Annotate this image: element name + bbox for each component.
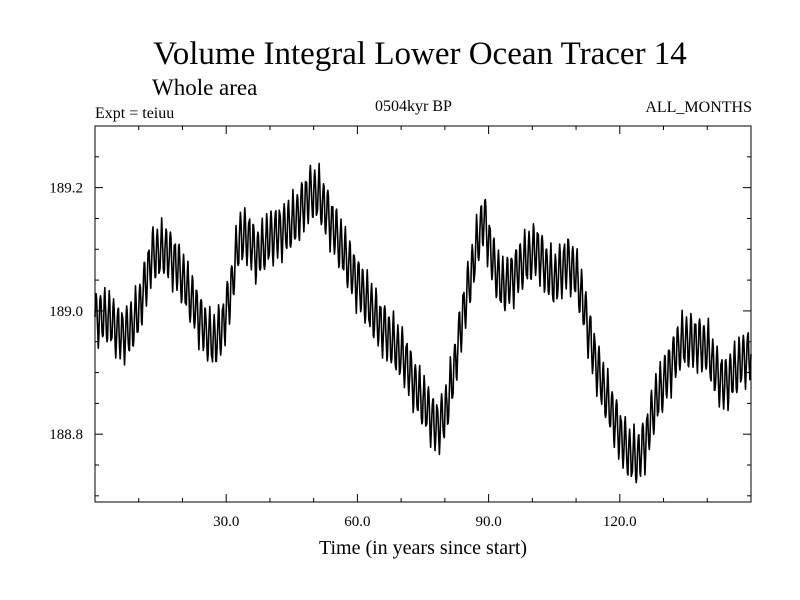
tick-marks	[95, 125, 751, 502]
x-tick-label: 120.0	[603, 514, 637, 530]
series-line-volume-integral	[94, 162, 752, 484]
chart-title: Volume Integral Lower Ocean Tracer 14	[153, 36, 687, 72]
x-tick-label: 30.0	[213, 514, 239, 530]
y-tick-label: 188.8	[49, 427, 83, 443]
x-tick-label: 60.0	[344, 514, 370, 530]
chart-subtitle: Whole area	[152, 75, 258, 100]
months-label: ALL_MONTHS	[645, 99, 752, 116]
x-tick-label: 90.0	[475, 514, 501, 530]
period-label: 0504kyr BP	[375, 98, 452, 115]
x-axis-label: Time (in years since start)	[319, 537, 527, 559]
y-tick-label: 189.2	[49, 181, 83, 197]
experiment-label: Expt = teiuu	[95, 105, 175, 122]
y-tick-label: 189.0	[49, 304, 83, 320]
tick-labels: 30.0 60.0 90.0 120.0 188.8 189.0 189.2	[49, 181, 636, 530]
